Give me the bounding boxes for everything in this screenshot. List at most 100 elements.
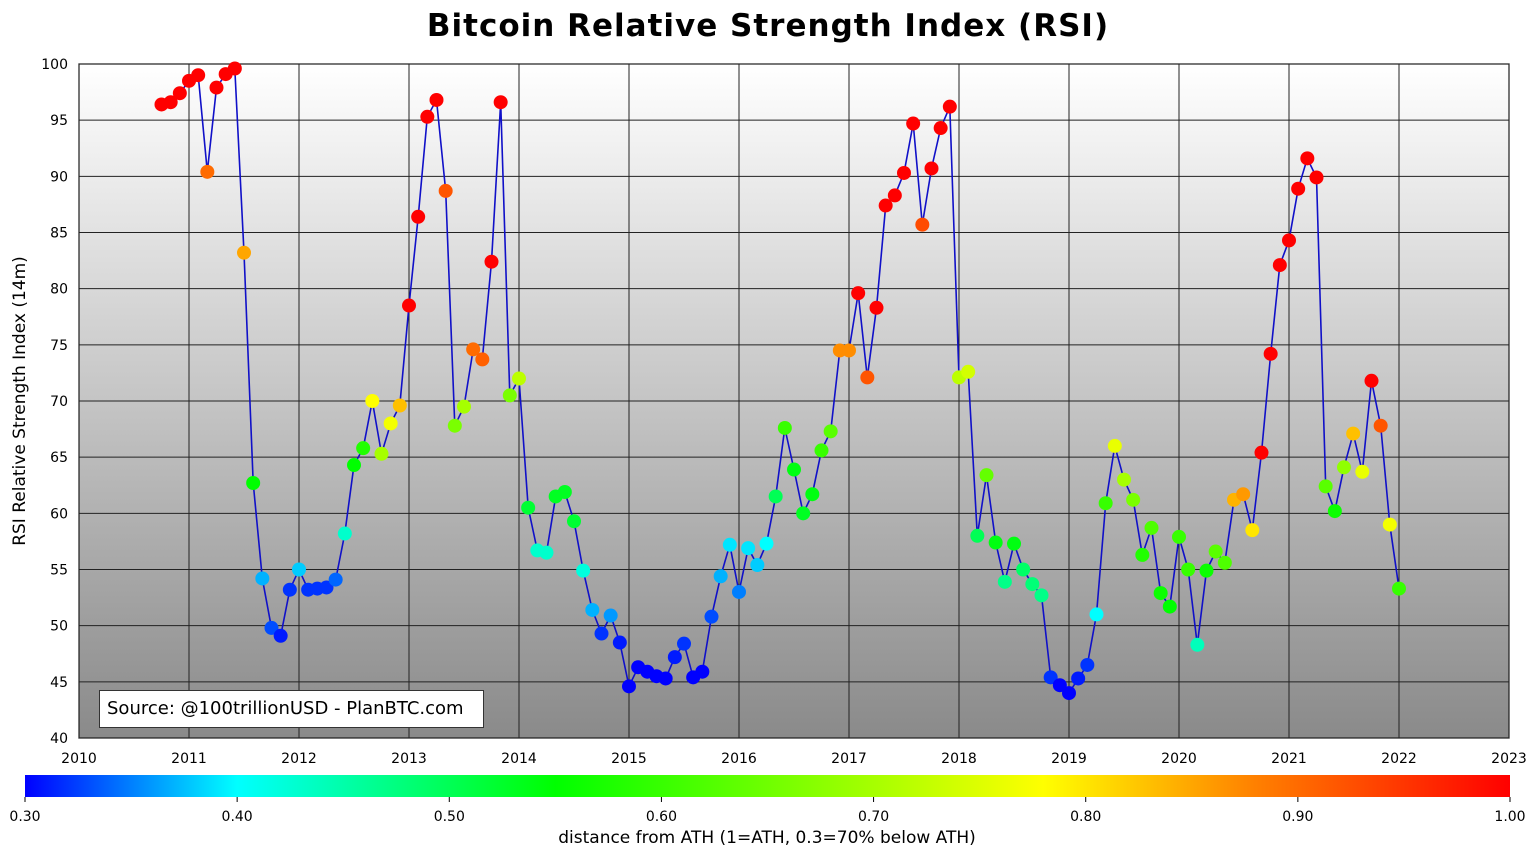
rsi-point bbox=[603, 608, 618, 623]
rsi-point bbox=[732, 584, 746, 599]
rsi-point bbox=[402, 298, 416, 313]
rsi-point bbox=[292, 562, 306, 577]
rsi-point bbox=[1392, 581, 1406, 596]
rsi-point bbox=[1016, 562, 1031, 577]
rsi-point bbox=[521, 500, 536, 515]
colorbar-tick-label: 0.40 bbox=[222, 809, 253, 825]
rsi-point bbox=[246, 476, 261, 491]
rsi-point bbox=[576, 563, 591, 578]
rsi-point bbox=[677, 636, 691, 651]
rsi-point bbox=[1025, 577, 1040, 592]
rsi-point bbox=[209, 80, 224, 95]
rsi-point bbox=[191, 68, 206, 83]
rsi-point bbox=[356, 441, 371, 456]
rsi-point bbox=[942, 99, 957, 114]
rsi-point bbox=[869, 300, 884, 315]
colorbar-ticks: 0.30 0.40 0.50 0.60 0.70 0.80 0.90 1.00 bbox=[9, 797, 1526, 825]
rsi-point bbox=[1071, 671, 1086, 686]
rsi-point bbox=[997, 574, 1012, 589]
rsi-point bbox=[851, 286, 866, 301]
rsi-point bbox=[924, 161, 939, 176]
rsi-point bbox=[255, 571, 270, 586]
rsi-point bbox=[842, 343, 856, 358]
rsi-point bbox=[796, 506, 811, 521]
rsi-point bbox=[411, 209, 426, 224]
y-tick-label: 100 bbox=[41, 57, 68, 73]
rsi-point bbox=[1144, 520, 1159, 535]
rsi-point bbox=[383, 416, 398, 431]
x-tick-label: 2023 bbox=[1491, 751, 1527, 767]
rsi-point bbox=[1089, 607, 1104, 622]
x-tick-label: 2012 bbox=[281, 751, 317, 767]
rsi-point bbox=[457, 399, 471, 414]
rsi-point bbox=[759, 536, 774, 551]
y-axis-label: RSI Relative Strength Index (14m) bbox=[10, 256, 30, 546]
rsi-point bbox=[906, 116, 921, 131]
rsi-point bbox=[970, 528, 985, 543]
rsi-point bbox=[897, 165, 911, 180]
rsi-point bbox=[988, 535, 1003, 550]
colorbar-tick-label: 0.60 bbox=[646, 809, 677, 825]
rsi-point bbox=[539, 545, 554, 560]
rsi-point bbox=[1162, 599, 1177, 614]
x-tick-label: 2016 bbox=[721, 751, 757, 767]
rsi-point bbox=[1098, 496, 1113, 511]
rsi-point bbox=[163, 95, 178, 110]
rsi-point bbox=[1153, 586, 1168, 601]
y-tick-label: 70 bbox=[50, 394, 68, 410]
rsi-point bbox=[1245, 523, 1260, 538]
rsi-point bbox=[915, 217, 930, 232]
rsi-point bbox=[1337, 460, 1351, 475]
rsi-point bbox=[319, 580, 334, 595]
rsi-point bbox=[429, 92, 444, 107]
rsi-point bbox=[1190, 637, 1205, 652]
rsi-point bbox=[1062, 686, 1076, 701]
rsi-point bbox=[237, 245, 251, 260]
rsi-point bbox=[768, 489, 783, 504]
rsi-point bbox=[594, 626, 609, 641]
rsi-point bbox=[658, 671, 673, 686]
rsi-point bbox=[1300, 151, 1315, 166]
rsi-point bbox=[1208, 544, 1223, 559]
rsi-point bbox=[1236, 487, 1251, 502]
rsi-point bbox=[777, 420, 792, 435]
x-tick-label: 2020 bbox=[1161, 751, 1197, 767]
rsi-point bbox=[1254, 445, 1269, 460]
x-tick-label: 2022 bbox=[1381, 751, 1417, 767]
source-annotation: Source: @100trillionUSD - PlanBTC.com bbox=[99, 690, 484, 728]
rsi-point bbox=[622, 679, 636, 694]
rsi-point bbox=[612, 635, 627, 650]
rsi-point bbox=[1126, 492, 1141, 507]
rsi-point bbox=[264, 620, 279, 635]
y-tick-label: 55 bbox=[50, 563, 68, 579]
x-tick-label: 2018 bbox=[941, 751, 977, 767]
y-tick-label: 40 bbox=[50, 731, 68, 747]
colorbar-tick-label: 0.50 bbox=[434, 809, 465, 825]
colorbar-label: distance from ATH (1=ATH, 0.3=70% below … bbox=[558, 828, 976, 848]
rsi-point bbox=[475, 352, 490, 367]
colorbar-tick-label: 0.70 bbox=[858, 809, 889, 825]
rsi-point bbox=[787, 462, 801, 477]
x-tick-label: 2010 bbox=[61, 751, 97, 767]
x-tick-label: 2021 bbox=[1271, 751, 1307, 767]
rsi-point bbox=[1291, 181, 1306, 196]
x-tick-label: 2011 bbox=[171, 751, 207, 767]
rsi-point bbox=[979, 468, 994, 483]
rsi-point bbox=[1181, 562, 1196, 577]
x-tick-label: 2015 bbox=[611, 751, 647, 767]
rsi-point bbox=[1199, 563, 1214, 578]
rsi-point bbox=[1346, 426, 1361, 441]
rsi-point bbox=[1217, 555, 1232, 570]
colorbar-tick-label: 1.00 bbox=[1494, 809, 1525, 825]
rsi-point bbox=[750, 558, 765, 573]
rsi-point bbox=[1034, 588, 1049, 603]
rsi-point bbox=[512, 371, 526, 386]
rsi-point bbox=[1117, 472, 1131, 487]
rsi-point bbox=[823, 424, 838, 439]
rsi-point bbox=[282, 582, 297, 597]
rsi-point bbox=[567, 514, 581, 529]
rsi-point bbox=[1309, 170, 1324, 185]
rsi-point bbox=[1107, 438, 1122, 453]
rsi-point bbox=[1382, 517, 1397, 532]
